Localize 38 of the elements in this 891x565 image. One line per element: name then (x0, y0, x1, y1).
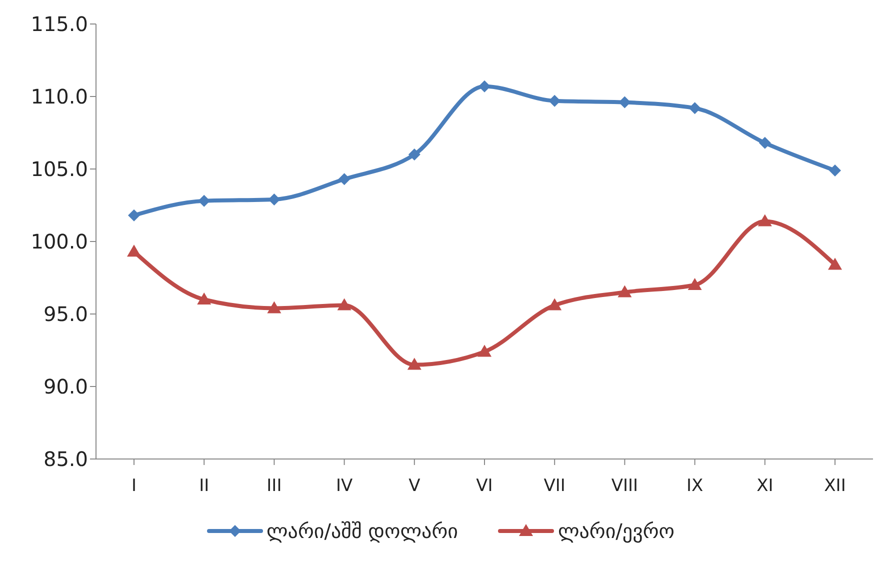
y-tick-label: 90.0 (43, 374, 88, 399)
x-tick-label: XII (824, 476, 846, 496)
point (337, 298, 352, 310)
point (408, 148, 420, 160)
point (688, 278, 702, 290)
point (688, 102, 701, 114)
point (268, 193, 280, 206)
y-tick-label: 115.0 (30, 12, 88, 36)
y-tick-label: 85.0 (43, 447, 88, 472)
x-tick-label: IV (336, 476, 353, 496)
x-tick-label: II (199, 476, 210, 496)
x-tick-label: I (131, 476, 137, 496)
y-tick-label: 100.0 (30, 230, 88, 254)
x-tick-label: VII (544, 476, 566, 496)
legend-label: ლარი/აშშ დოლარი (266, 519, 458, 543)
legend-label: ლარი/ევრო (558, 519, 674, 543)
point (197, 292, 212, 304)
x-tick-label: XI (756, 476, 774, 496)
point (478, 344, 492, 357)
x-tick-label: VI (476, 476, 493, 496)
point (829, 164, 841, 176)
point (758, 136, 771, 149)
point (548, 298, 562, 310)
x-tick-label: VIII (611, 476, 638, 496)
point (267, 301, 282, 314)
point (128, 209, 140, 222)
x-tick-label: IX (686, 476, 704, 496)
x-tick-label: III (266, 476, 282, 496)
point (127, 244, 141, 257)
point (618, 285, 632, 298)
y-tick-label: 110.0 (30, 84, 88, 109)
point (407, 358, 422, 370)
point (828, 258, 842, 270)
y-tick-label: 95.0 (43, 302, 88, 326)
x-tick-label: V (408, 476, 421, 496)
point (758, 214, 772, 226)
point (338, 173, 350, 186)
y-tick-label: 105.0 (30, 157, 88, 182)
